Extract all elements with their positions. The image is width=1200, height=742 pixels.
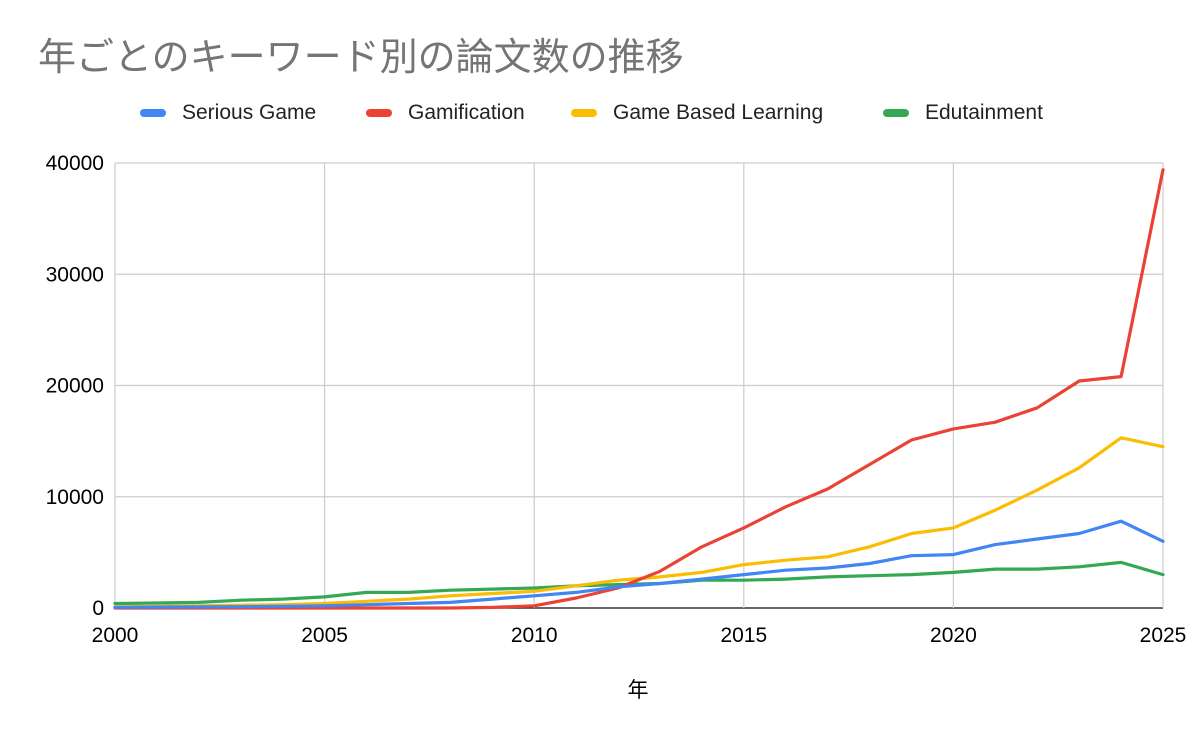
x-tick-label: 2000	[92, 624, 139, 647]
y-tick-label: 0	[92, 597, 104, 620]
legend-label: Edutainment	[925, 101, 1043, 124]
series-line-game-based-learning[interactable]	[113, 436, 1165, 609]
gridlines	[114, 162, 1164, 609]
legend-swatch	[140, 109, 166, 117]
x-tick-label: 2020	[930, 624, 977, 647]
legend-label: Gamification	[408, 101, 525, 124]
legend-item-serious-game[interactable]: Serious Game	[140, 98, 316, 128]
chart-title: 年ごとのキーワード別の論文数の推移	[38, 35, 684, 79]
x-tick-label: 2025	[1140, 624, 1187, 647]
series-line-serious-game[interactable]	[113, 519, 1165, 610]
series-line-gamification[interactable]	[113, 168, 1165, 610]
legend-swatch	[883, 109, 909, 117]
legend-item-edutainment[interactable]: Edutainment	[883, 98, 1043, 128]
legend-swatch	[571, 109, 597, 117]
series-lines	[113, 168, 1165, 610]
x-axis-title: 年	[628, 679, 649, 702]
legend-label: Game Based Learning	[613, 101, 824, 124]
x-tick-label: 2005	[301, 624, 348, 647]
legend-label: Serious Game	[182, 101, 317, 124]
y-axis: 0 10000 20000 30000 40000	[46, 152, 104, 620]
legend: Serious Game Gamification Game Based Lea…	[0, 98, 1200, 128]
x-tick-label: 2010	[511, 624, 558, 647]
y-tick-label: 40000	[46, 152, 104, 175]
series-line-edutainment[interactable]	[113, 560, 1165, 606]
y-tick-label: 10000	[46, 486, 104, 509]
legend-item-game-based-learning[interactable]: Game Based Learning	[571, 98, 823, 128]
legend-swatch	[366, 109, 392, 117]
y-tick-label: 30000	[46, 263, 104, 286]
legend-item-gamification[interactable]: Gamification	[366, 98, 525, 128]
x-tick-label: 2015	[720, 624, 767, 647]
x-axis: 2000 2005 2010 2015 2020 2025	[92, 624, 1187, 647]
y-tick-label: 20000	[46, 375, 104, 398]
